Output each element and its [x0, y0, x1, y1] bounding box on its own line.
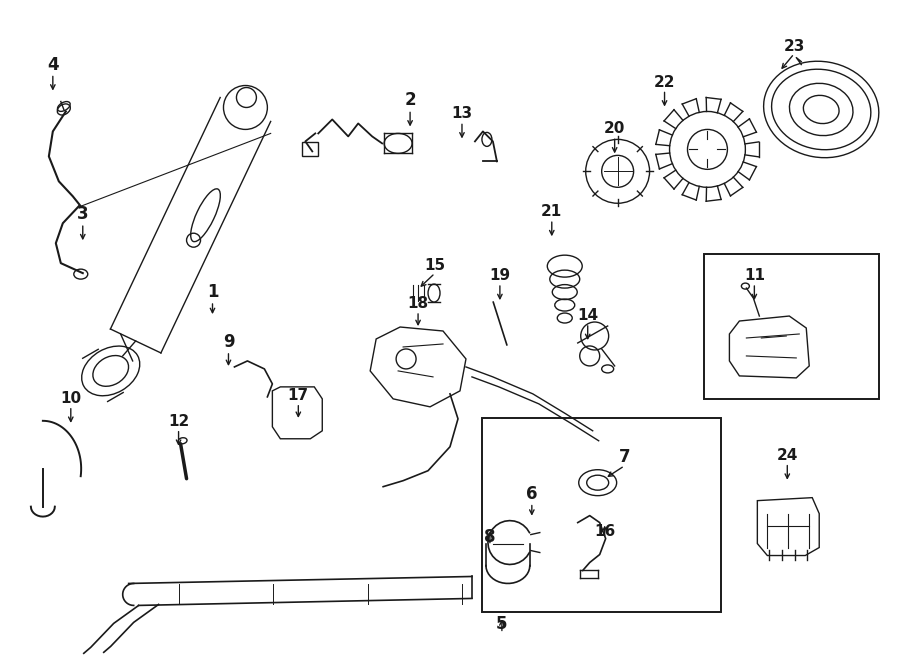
Text: 20: 20 [604, 122, 626, 136]
Text: 15: 15 [425, 258, 446, 273]
Text: 6: 6 [526, 485, 537, 502]
Text: 12: 12 [168, 414, 189, 429]
Text: 8: 8 [484, 527, 496, 545]
Text: 14: 14 [577, 308, 598, 323]
Text: 4: 4 [47, 56, 58, 73]
Text: 24: 24 [777, 447, 798, 463]
Text: 7: 7 [619, 447, 630, 466]
Bar [482, 418, 722, 612]
Text: 18: 18 [408, 296, 428, 311]
Text: 19: 19 [490, 268, 510, 283]
Text: 16: 16 [594, 524, 616, 539]
Bar [302, 142, 319, 157]
Text: 11: 11 [744, 268, 765, 283]
Text: 9: 9 [222, 333, 234, 351]
Text: 2: 2 [404, 91, 416, 110]
Text: 23: 23 [784, 38, 805, 54]
Bar [705, 254, 879, 399]
Text: 13: 13 [452, 106, 472, 122]
Text: 10: 10 [60, 391, 81, 406]
Text: 21: 21 [541, 204, 562, 219]
Text: 1: 1 [207, 283, 219, 301]
Text: 22: 22 [653, 75, 675, 89]
Text: 3: 3 [77, 205, 88, 223]
Text: 17: 17 [288, 388, 309, 403]
Text: 5: 5 [496, 615, 508, 633]
